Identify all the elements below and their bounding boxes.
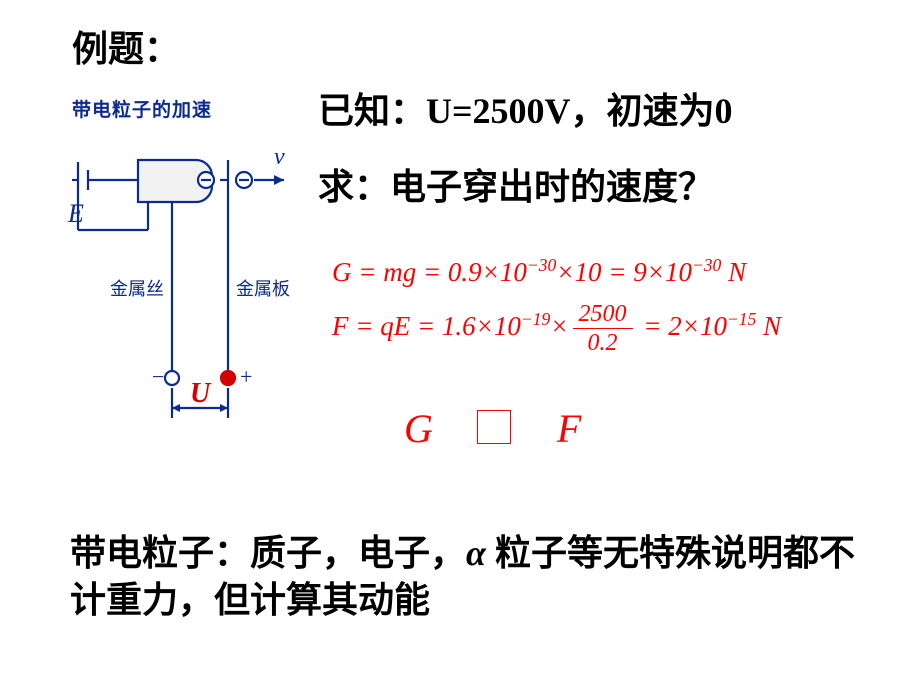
equation-gravity: G = mg = 0.9×10−30×10 = 9×10−30 N xyxy=(332,255,746,288)
svg-text:+: + xyxy=(240,364,252,389)
svg-text:U: U xyxy=(190,378,212,409)
cmp-G: G xyxy=(404,406,443,451)
svg-text:金属丝: 金属丝 xyxy=(110,279,164,299)
eq2-num: 2500 xyxy=(573,302,633,329)
cmp-F: F xyxy=(557,406,591,451)
diagram-caption: 带电粒子的加速 xyxy=(72,95,212,122)
comparison-line: G F xyxy=(404,405,591,452)
svg-text:金属板: 金属板 xyxy=(236,279,290,299)
equation-electric-force: F = qE = 1.6×10−19×25000.2 = 2×10−15 N xyxy=(332,302,781,355)
eq2-fraction: 25000.2 xyxy=(573,302,633,355)
svg-text:E: E xyxy=(67,199,84,228)
alpha-symbol: α xyxy=(466,533,486,573)
page-title: 例题： xyxy=(72,20,180,72)
eq2-den: 0.2 xyxy=(573,329,633,355)
ask-text: 求：电子穿出时的速度？ xyxy=(318,158,714,210)
eq2-suffix: = 2×10−15 N xyxy=(637,311,782,341)
cmp-box-icon xyxy=(477,410,511,444)
circuit-diagram: E v 金属丝 金属板 − + xyxy=(60,120,300,460)
conclusion-part1: 带电粒子：质子，电子， xyxy=(70,533,466,573)
svg-text:−: − xyxy=(152,364,164,389)
given-text: 已知：U=2500V，初速为0 xyxy=(318,82,733,134)
svg-text:v: v xyxy=(274,144,285,170)
conclusion-text: 带电粒子：质子，电子，α 粒子等无特殊说明都不计重力，但计算其动能 xyxy=(70,530,880,624)
eq2-prefix: F = qE = 1.6×10−19× xyxy=(332,311,569,341)
